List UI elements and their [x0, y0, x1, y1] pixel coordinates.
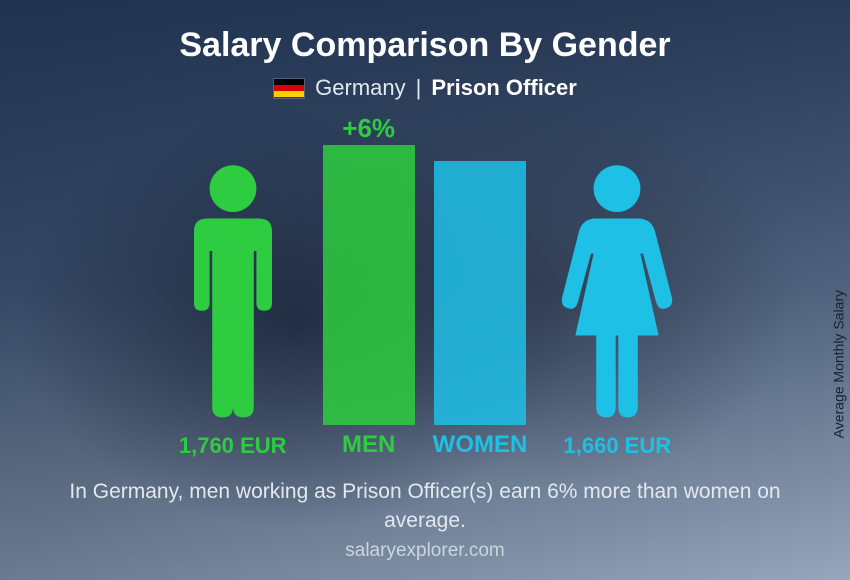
- woman-icon: [552, 155, 682, 425]
- women-bar: [434, 161, 526, 425]
- pct-difference-label: +6%: [342, 113, 395, 144]
- main-container: Salary Comparison By Gender Germany | Pr…: [0, 0, 850, 580]
- germany-flag-icon: [273, 78, 305, 99]
- men-bar: [323, 145, 415, 425]
- subtitle-row: Germany | Prison Officer: [273, 75, 577, 101]
- man-icon: [168, 155, 298, 425]
- page-title: Salary Comparison By Gender: [179, 26, 670, 65]
- bars-group: +6% MEN WOMEN: [323, 119, 528, 459]
- summary-text: In Germany, men working as Prison Office…: [65, 477, 785, 536]
- women-side: 1,660 EUR: [527, 155, 707, 459]
- men-bar-label: MEN: [342, 431, 395, 459]
- separator: |: [416, 75, 422, 101]
- flag-stripe-3: [274, 91, 304, 97]
- men-side: 1,760 EUR: [143, 155, 323, 459]
- chart-area: 1,760 EUR +6% MEN WOMEN 1,660 EUR: [105, 119, 745, 459]
- women-bar-wrap: WOMEN: [433, 119, 528, 459]
- job-title: Prison Officer: [431, 75, 576, 101]
- men-salary: 1,760 EUR: [179, 433, 287, 459]
- country-label: Germany: [315, 75, 405, 101]
- women-salary: 1,660 EUR: [564, 433, 672, 459]
- men-bar-wrap: +6% MEN: [323, 119, 415, 459]
- women-bar-label: WOMEN: [433, 431, 528, 459]
- footer-attribution: salaryexplorer.com: [0, 540, 850, 562]
